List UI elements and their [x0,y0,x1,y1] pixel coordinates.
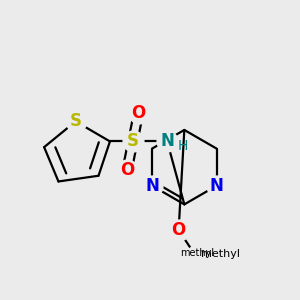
Text: S: S [127,132,139,150]
Text: H: H [178,139,188,153]
Text: N: N [160,132,174,150]
Text: N: N [210,177,224,195]
Text: O: O [131,104,146,122]
Text: S: S [70,112,82,130]
Text: O: O [120,161,134,179]
Text: methyl: methyl [202,249,241,260]
Text: N: N [145,177,159,195]
Text: methyl: methyl [180,248,214,258]
Text: O: O [172,221,186,239]
